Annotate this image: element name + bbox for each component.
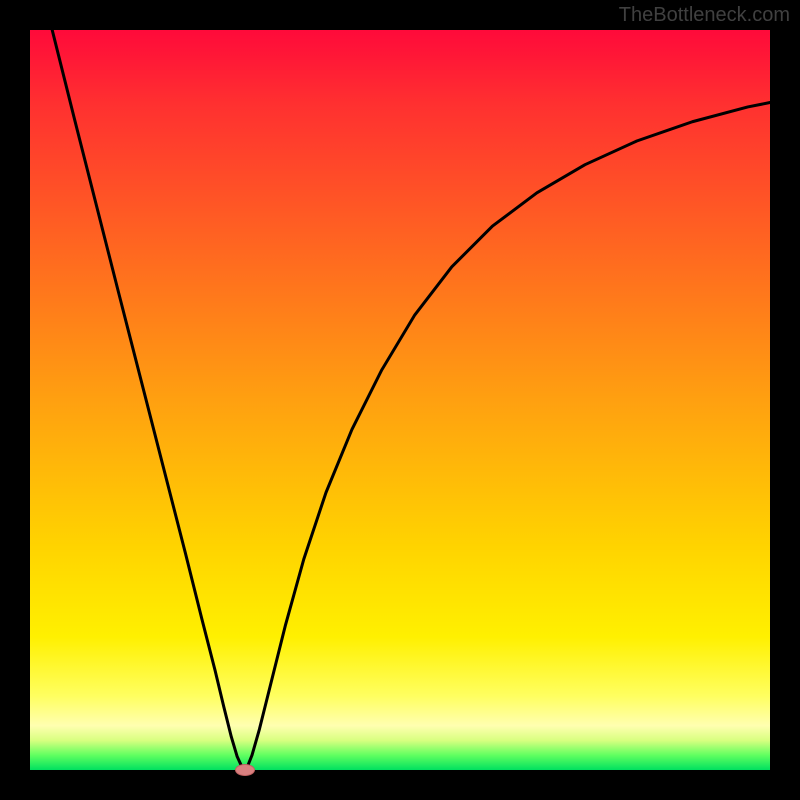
minimum-marker bbox=[235, 764, 255, 776]
watermark-text: TheBottleneck.com bbox=[619, 4, 790, 27]
curve-layer bbox=[0, 0, 800, 800]
bottleneck-curve bbox=[52, 30, 770, 770]
